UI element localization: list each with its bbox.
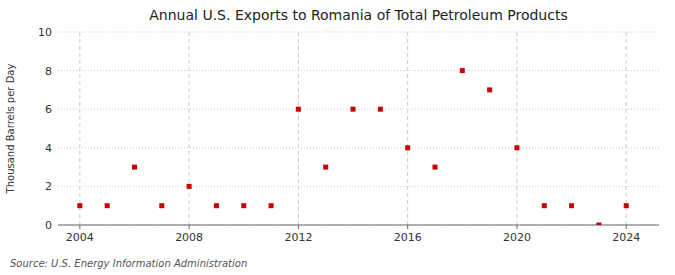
source-note: Source: U.S. Energy Information Administ…: [10, 258, 247, 269]
x-grid-line: [298, 32, 299, 225]
y-grid-line: [58, 32, 659, 33]
point: [296, 107, 301, 112]
point: [269, 203, 274, 208]
y-tick-label: 0: [45, 219, 52, 232]
x-grid-line: [516, 32, 517, 225]
point: [323, 165, 328, 170]
point: [351, 107, 356, 112]
x-grid-line: [79, 32, 80, 225]
grid: [58, 32, 659, 225]
x-grid-line: [189, 32, 190, 225]
point: [132, 165, 137, 170]
chart-container: 2004 2008 2012 2016 2020 2024 0 2 4 6 8 10 Annual U.…: [0, 0, 675, 275]
x-tick: [79, 225, 80, 229]
x-tick-label: 2008: [175, 231, 203, 244]
point: [214, 203, 219, 208]
y-grid-line: [58, 70, 659, 71]
y-tick-label: 8: [45, 65, 52, 78]
y-tick-label: 4: [45, 142, 52, 155]
x-tick-label: 2016: [394, 231, 422, 244]
y-tick-label: 10: [38, 26, 52, 39]
x-tick-label: 2012: [284, 231, 312, 244]
y-grid-line: [58, 225, 659, 226]
y-tick-label: 6: [45, 103, 52, 116]
point: [432, 165, 437, 170]
point: [405, 145, 410, 150]
point: [460, 68, 465, 73]
x-tick: [516, 225, 517, 229]
x-tick: [298, 225, 299, 229]
y-grid-line: [58, 147, 659, 148]
x-tick-label: 2004: [66, 231, 94, 244]
point: [487, 87, 492, 92]
point: [569, 203, 574, 208]
point: [159, 203, 164, 208]
point: [514, 145, 519, 150]
plot-background: [58, 32, 659, 225]
point: [378, 107, 383, 112]
point: [241, 203, 246, 208]
point: [105, 203, 110, 208]
point: [187, 184, 192, 189]
x-tick: [626, 225, 627, 229]
x-grid-line: [626, 32, 627, 225]
x-tick-label: 2020: [503, 231, 531, 244]
points: [77, 68, 628, 225]
y-grid-line: [58, 186, 659, 187]
point: [542, 203, 547, 208]
point: [624, 203, 629, 208]
x-tick: [189, 225, 190, 229]
chart-svg: 2004 2008 2012 2016 2020 2024 0 2 4 6 8 10 Annual U.…: [0, 0, 675, 275]
x-grid-line: [407, 32, 408, 225]
title: Annual U.S. Exports to Romania of Total …: [149, 7, 567, 23]
point: [596, 223, 601, 226]
x-axis-line: [58, 225, 659, 226]
y-grid-line: [58, 109, 659, 110]
y-tick-label: 2: [45, 180, 52, 193]
y-axis-label: Thousand Barrels per Day: [5, 64, 16, 195]
point: [77, 203, 82, 208]
x-tick-label: 2024: [612, 231, 640, 244]
x-tick: [407, 225, 408, 229]
